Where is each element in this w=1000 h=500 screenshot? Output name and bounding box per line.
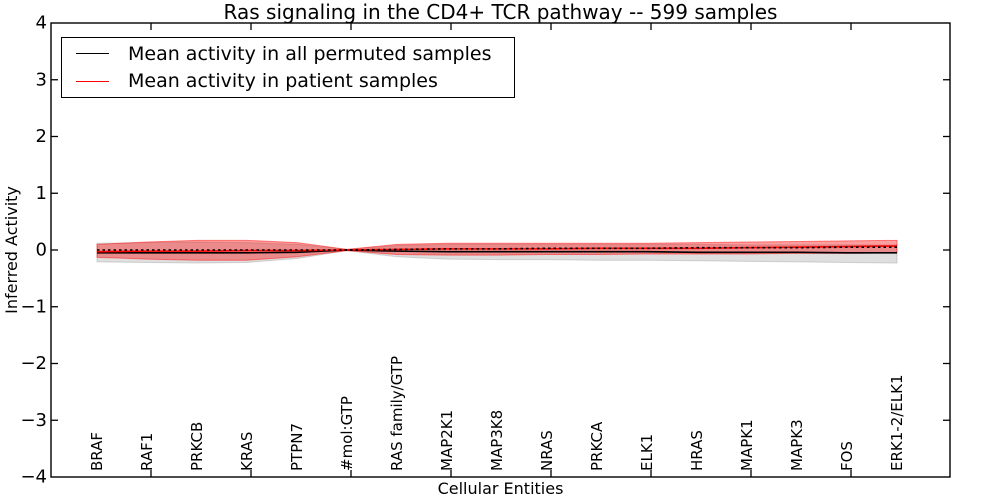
y-tick-label: 1: [36, 183, 47, 204]
y-tick-label: 4: [36, 13, 47, 34]
y-tick-label: 0: [36, 240, 47, 261]
x-category-label: RAF1: [138, 433, 156, 471]
dashed-reference-line: [97, 246, 897, 251]
x-category-label: BRAF: [88, 432, 106, 471]
legend-label-patient: Mean activity in patient samples: [128, 70, 438, 93]
y-tick-label: 2: [36, 126, 47, 147]
x-axis-label: Cellular Entities: [437, 479, 564, 498]
x-category-label: MAPK3: [788, 419, 806, 471]
x-category-label: KRAS: [238, 432, 256, 471]
x-category-label: MAP3K8: [488, 410, 506, 471]
x-category-label: PRKCB: [188, 422, 206, 471]
patient-line-swatch: [76, 80, 109, 82]
y-tick-label: −4: [20, 467, 47, 488]
legend: Mean activity in all permuted samples Me…: [61, 37, 515, 98]
x-category-label: NRAS: [538, 430, 556, 471]
x-category-label: ERK1-2/ELK1: [888, 374, 906, 471]
x-category-label: FOS: [838, 441, 856, 471]
legend-label-permuted: Mean activity in all permuted samples: [128, 42, 492, 65]
x-category-label: PTPN7: [288, 423, 306, 471]
x-category-label: #mol:GTP: [338, 396, 356, 471]
y-axis-label: Inferred Activity: [2, 186, 21, 314]
permuted-line-swatch: [76, 53, 109, 55]
mean-permuted-line: [97, 249, 897, 254]
x-category-label: ELK1: [638, 434, 656, 471]
legend-item-patient: Mean activity in patient samples: [62, 68, 514, 96]
y-tick-label: −1: [20, 296, 47, 317]
y-tick-label: −2: [20, 353, 47, 374]
x-category-label: RAS family/GTP: [388, 356, 406, 471]
legend-item-permuted: Mean activity in all permuted samples: [62, 40, 514, 68]
x-category-label: HRAS: [688, 430, 706, 471]
x-category-label: PRKCA: [588, 421, 606, 471]
x-category-label: MAP2K1: [438, 410, 456, 471]
x-category-label: MAPK1: [738, 419, 756, 471]
chart-title: Ras signaling in the CD4+ TCR pathway --…: [223, 0, 778, 24]
y-tick-label: 3: [36, 69, 47, 90]
y-tick-label: −3: [20, 410, 47, 431]
